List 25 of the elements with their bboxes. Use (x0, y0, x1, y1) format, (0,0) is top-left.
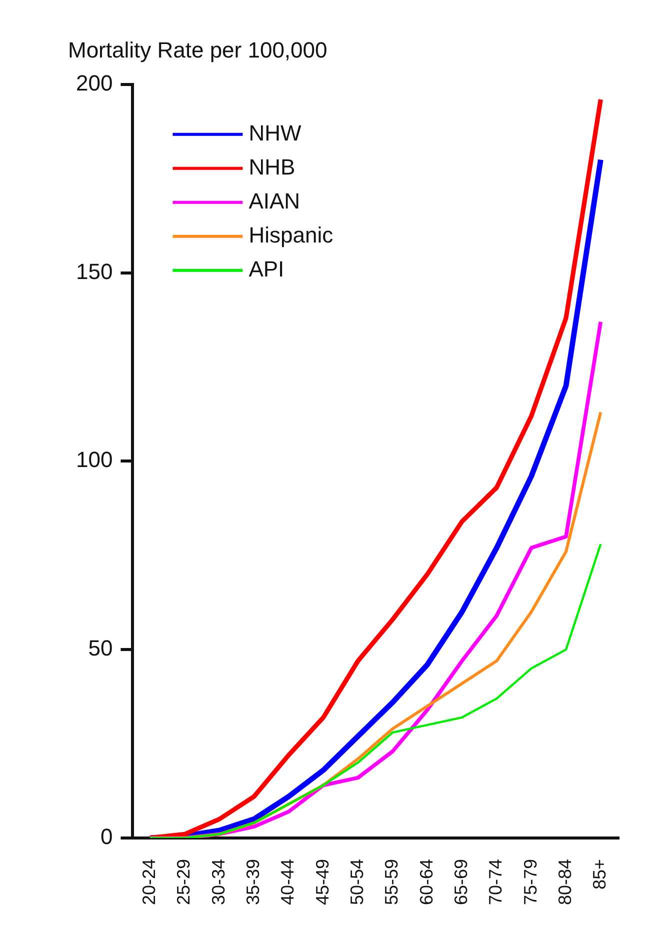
y-tick-label: 100 (76, 447, 113, 472)
y-tick-label: 150 (76, 258, 113, 284)
x-tick-label: 40-44 (278, 858, 298, 906)
y-tick-label: 0 (100, 824, 113, 850)
x-tick-label: 65-69 (450, 858, 471, 906)
x-tick-label: 55-59 (382, 858, 402, 906)
x-tick-label: 75-79 (520, 858, 540, 906)
x-tick-label: 70-74 (486, 858, 506, 906)
x-tick-label: 20-24 (139, 858, 160, 906)
legend-label: AIAN (248, 188, 300, 214)
y-tick-label: 50 (88, 636, 113, 661)
x-tick-label: 35-39 (243, 858, 263, 906)
legend-label: Hispanic (248, 222, 334, 248)
x-tick-label: 85+ (590, 858, 610, 890)
x-tick-label: 80-84 (554, 858, 575, 906)
legend-label: NHB (248, 154, 296, 180)
x-tick-label: 25-29 (174, 858, 194, 906)
legend-label: NHW (248, 120, 302, 146)
x-tick-label: 60-64 (416, 858, 436, 906)
y-tick-label: 200 (76, 70, 113, 96)
x-tick-label: 45-49 (312, 858, 332, 906)
legend-label: API (248, 256, 284, 282)
x-tick-label: 50-54 (346, 858, 367, 906)
y-axis-title: Mortality Rate per 100,000 (68, 37, 328, 62)
x-tick-label: 30-34 (208, 858, 228, 906)
